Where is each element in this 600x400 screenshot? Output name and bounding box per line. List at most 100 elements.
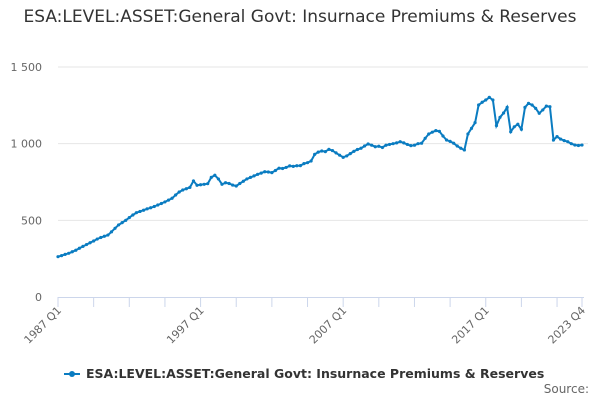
data-point[interactable]: [298, 163, 302, 168]
data-point[interactable]: [316, 150, 320, 154]
data-point[interactable]: [88, 241, 92, 245]
data-point[interactable]: [370, 143, 374, 147]
data-point[interactable]: [227, 181, 231, 186]
data-point[interactable]: [288, 164, 292, 168]
data-point[interactable]: [395, 141, 399, 145]
data-point[interactable]: [484, 98, 488, 102]
data-point[interactable]: [313, 152, 317, 156]
data-point[interactable]: [480, 100, 484, 104]
data-point[interactable]: [427, 132, 431, 136]
data-point[interactable]: [116, 223, 121, 227]
data-point[interactable]: [67, 251, 71, 255]
data-point[interactable]: [263, 170, 267, 174]
data-point[interactable]: [159, 201, 163, 206]
data-point[interactable]: [530, 103, 534, 107]
data-point[interactable]: [398, 140, 402, 144]
data-point[interactable]: [216, 177, 221, 181]
data-point[interactable]: [231, 183, 235, 187]
data-point[interactable]: [462, 148, 466, 152]
data-point[interactable]: [181, 188, 185, 192]
data-point[interactable]: [277, 166, 281, 170]
data-point[interactable]: [437, 129, 442, 133]
data-point[interactable]: [170, 196, 174, 200]
data-point[interactable]: [505, 105, 509, 109]
data-point[interactable]: [280, 166, 285, 171]
data-point[interactable]: [70, 250, 74, 254]
data-point[interactable]: [127, 215, 131, 220]
data-point[interactable]: [455, 144, 459, 148]
data-point[interactable]: [348, 152, 352, 156]
data-point[interactable]: [566, 140, 570, 144]
data-point[interactable]: [355, 147, 360, 152]
data-point[interactable]: [177, 190, 181, 194]
data-point[interactable]: [209, 175, 213, 179]
data-point[interactable]: [174, 193, 178, 197]
data-point[interactable]: [273, 168, 278, 173]
data-point[interactable]: [134, 211, 139, 215]
data-point[interactable]: [541, 108, 545, 112]
data-point[interactable]: [77, 246, 81, 250]
data-point[interactable]: [309, 159, 313, 163]
data-point[interactable]: [576, 143, 581, 148]
data-point[interactable]: [259, 171, 263, 175]
data-point[interactable]: [366, 142, 370, 146]
data-point[interactable]: [291, 164, 295, 168]
data-point[interactable]: [544, 104, 548, 108]
data-point[interactable]: [519, 127, 524, 131]
data-point[interactable]: [145, 207, 149, 211]
data-point[interactable]: [419, 141, 424, 145]
data-point[interactable]: [441, 134, 445, 138]
data-point[interactable]: [569, 142, 573, 146]
data-point[interactable]: [523, 105, 527, 109]
data-point[interactable]: [405, 142, 409, 147]
data-point[interactable]: [120, 221, 124, 225]
data-point[interactable]: [184, 187, 188, 191]
data-point[interactable]: [202, 182, 206, 186]
data-point[interactable]: [487, 95, 491, 99]
data-point[interactable]: [106, 233, 110, 237]
data-point[interactable]: [387, 142, 392, 147]
data-point[interactable]: [320, 149, 324, 153]
data-point[interactable]: [213, 173, 217, 177]
data-point[interactable]: [99, 235, 103, 240]
data-point[interactable]: [377, 144, 381, 148]
data-point[interactable]: [459, 146, 463, 150]
data-point[interactable]: [234, 184, 238, 188]
data-point[interactable]: [198, 183, 203, 187]
data-point[interactable]: [526, 101, 531, 105]
data-point[interactable]: [330, 148, 335, 153]
data-point[interactable]: [359, 146, 363, 150]
data-point[interactable]: [191, 179, 196, 183]
data-point[interactable]: [384, 143, 388, 147]
data-point[interactable]: [434, 129, 438, 133]
data-point[interactable]: [416, 142, 420, 146]
data-point[interactable]: [516, 122, 520, 126]
data-point[interactable]: [444, 138, 449, 142]
data-point[interactable]: [124, 218, 128, 222]
data-point[interactable]: [494, 123, 499, 128]
data-point[interactable]: [59, 254, 64, 258]
data-point[interactable]: [501, 111, 506, 115]
data-point[interactable]: [223, 181, 228, 185]
data-point[interactable]: [92, 239, 96, 243]
data-point[interactable]: [380, 145, 384, 150]
data-point[interactable]: [537, 111, 541, 115]
data-point[interactable]: [573, 143, 577, 147]
data-point[interactable]: [473, 121, 477, 125]
data-point[interactable]: [256, 172, 260, 176]
data-point[interactable]: [466, 132, 470, 136]
data-point[interactable]: [334, 151, 338, 155]
data-point[interactable]: [188, 185, 192, 189]
data-point[interactable]: [63, 252, 67, 256]
data-point[interactable]: [548, 105, 552, 109]
data-point[interactable]: [241, 179, 245, 183]
data-point[interactable]: [138, 209, 142, 214]
data-point[interactable]: [341, 155, 345, 159]
data-point[interactable]: [352, 149, 356, 153]
data-point[interactable]: [149, 206, 153, 210]
data-point[interactable]: [534, 106, 538, 110]
data-point[interactable]: [509, 130, 513, 134]
data-point[interactable]: [81, 244, 85, 248]
data-point[interactable]: [74, 248, 78, 252]
data-point[interactable]: [252, 174, 256, 178]
